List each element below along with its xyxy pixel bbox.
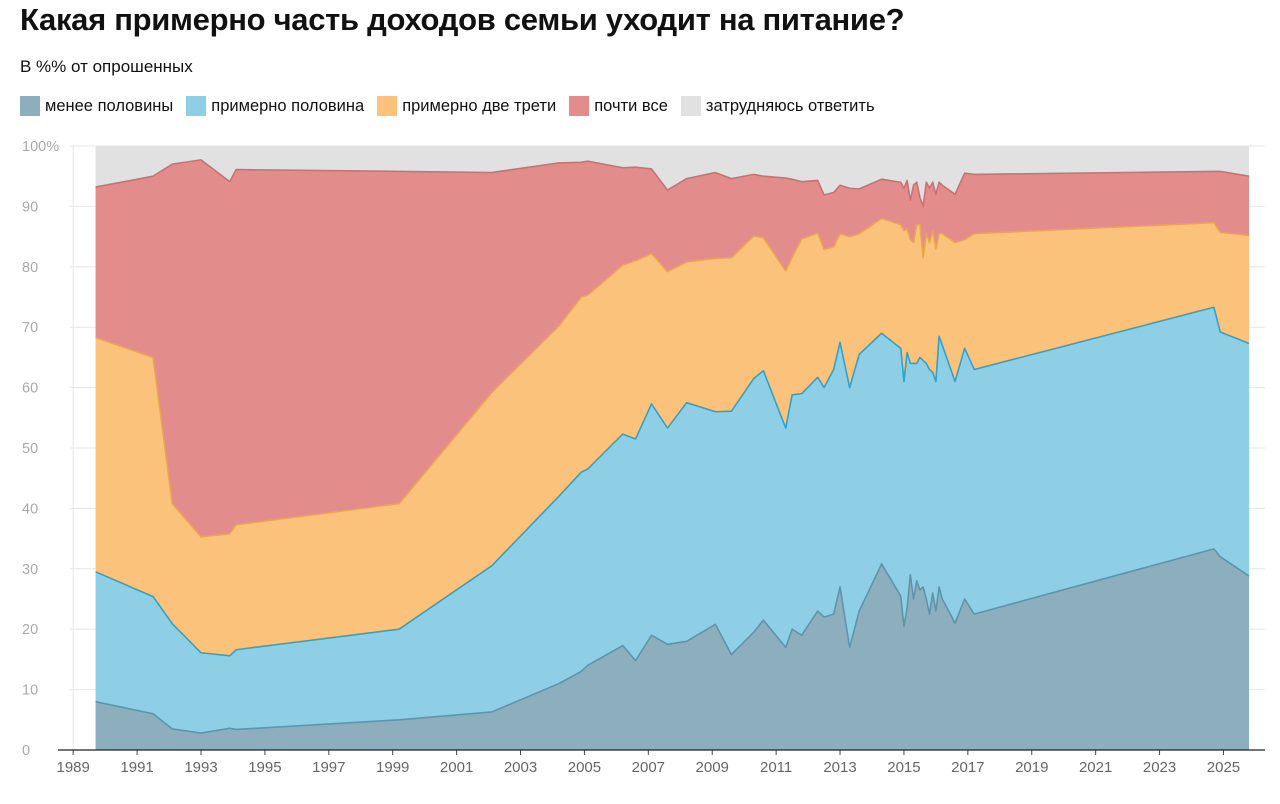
legend-swatch <box>569 96 590 116</box>
x-tick-label: 2021 <box>1079 759 1112 776</box>
chart-subtitle: В %% от опрошенных <box>20 57 193 76</box>
legend-item-hard-to-say: затрудняюсь ответить <box>680 96 875 116</box>
legend-label: затрудняюсь ответить <box>705 96 875 115</box>
x-tick-label: 1989 <box>57 759 90 776</box>
x-tick-label: 2019 <box>1015 759 1048 776</box>
legend-label: менее половины <box>45 96 174 115</box>
x-tick-label: 1999 <box>376 759 409 776</box>
x-tick-label: 2023 <box>1143 759 1176 776</box>
x-tick-label: 2003 <box>504 759 537 776</box>
x-tick-label: 2005 <box>568 759 601 776</box>
line-series-1 <box>95 306 1250 657</box>
line-series-2 <box>95 217 1250 538</box>
series-lines <box>95 159 1250 734</box>
area-series-4 <box>95 146 1250 207</box>
x-tick-label: 1995 <box>248 759 281 776</box>
y-tick-label: 50 <box>22 441 38 457</box>
x-tick-label: 2015 <box>887 759 920 776</box>
x-tick-label: 2013 <box>823 759 856 776</box>
legend-swatch <box>186 96 207 116</box>
series-areas <box>95 146 1250 750</box>
y-tick-label: 100% <box>22 139 59 155</box>
legend-swatch <box>680 96 701 116</box>
x-tick-label: 2001 <box>440 759 473 776</box>
x-tick-label: 2009 <box>696 759 729 776</box>
line-series-3 <box>95 159 1250 208</box>
y-tick-label: 60 <box>22 381 38 397</box>
x-tick-label: 1991 <box>120 759 153 776</box>
y-tick-label: 20 <box>22 622 38 638</box>
legend-label: почти все <box>594 96 668 115</box>
area-series-1 <box>95 307 1250 734</box>
y-tick-label: 90 <box>22 199 38 215</box>
legend-swatch <box>20 96 40 116</box>
area-series-3 <box>95 159 1250 537</box>
legend-item-almost-all: почти все <box>569 96 668 116</box>
area-series-2 <box>95 218 1250 656</box>
line-series-0 <box>95 548 1250 734</box>
x-tick-label: 2007 <box>632 759 665 776</box>
x-tick-label: 2025 <box>1207 759 1240 776</box>
legend: менее половины примерно половина примерн… <box>20 96 888 116</box>
x-tick-label: 1997 <box>312 759 345 776</box>
y-tick-label: 30 <box>22 562 38 578</box>
legend-item-about-half: примерно половина <box>186 96 364 116</box>
legend-label: примерно половина <box>211 96 365 115</box>
x-tick-label: 1993 <box>184 759 217 776</box>
axes: 0 10 20 30 40 50 60 70 80 90 100% 1989 1991 1993 1995 1… <box>22 139 1265 776</box>
y-tick-label: 70 <box>22 320 38 336</box>
x-tick-label: 2017 <box>951 759 984 776</box>
y-tick-label: 0 <box>22 743 30 759</box>
stacked-area-chart: 0 10 20 30 40 50 60 70 80 90 100% 1989 1991 1993 1995 1… <box>22 139 1265 776</box>
legend-swatch <box>377 96 398 116</box>
legend-item-less-than-half: менее половины <box>20 96 173 116</box>
y-tick-label: 40 <box>22 501 38 517</box>
chart-title: Какая примерно часть доходов семьи уходи… <box>20 2 905 37</box>
y-tick-label: 80 <box>22 260 38 276</box>
x-tick-label: 2011 <box>760 759 792 776</box>
legend-label: примерно две трети <box>402 96 557 115</box>
legend-item-two-thirds: примерно две трети <box>377 96 556 116</box>
area-series-0 <box>95 548 1250 750</box>
y-tick-label: 10 <box>22 683 38 699</box>
